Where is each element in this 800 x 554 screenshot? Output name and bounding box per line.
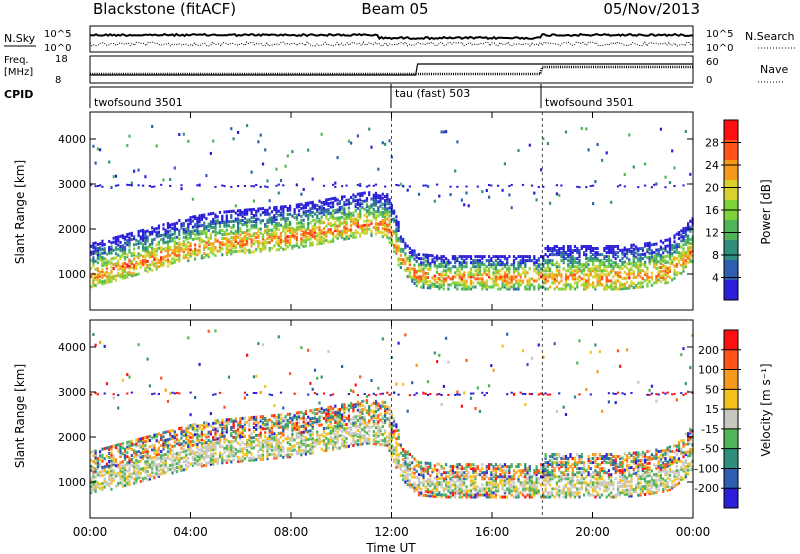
colorbar-tick-label: 200 [698, 344, 719, 357]
nsky-tick-top: 10^5 [44, 29, 71, 40]
time-tick-label: 00:00 [676, 525, 711, 539]
time-axis: 00:00 04:00 08:00 12:00 16:00 20:00 00:00 [73, 525, 711, 539]
time-tick-label: 00:00 [73, 525, 108, 539]
colorbar-swatch [724, 240, 738, 261]
beam-title: Beam 05 [361, 0, 428, 18]
power-ylabel: Slant Range [km] [13, 160, 27, 264]
y-tick-label: 1000 [58, 476, 86, 489]
colorbar-tick-label: -15 [701, 423, 719, 436]
cpid-segment-3: twofsound 3501 [545, 96, 634, 109]
freq-unit: [MHz] [4, 67, 33, 78]
colorbar-swatch [724, 220, 738, 241]
colorbar-swatch [724, 468, 738, 489]
velocity-ylabel: Slant Range [km] [13, 364, 27, 468]
nsky-panel [89, 25, 694, 53]
time-tick-label: 16:00 [475, 525, 510, 539]
nsearch-label: N.Search [745, 30, 795, 43]
cpid-segment-1: twofsound 3501 [94, 96, 183, 109]
y-tick-label: 2000 [58, 223, 86, 236]
time-tick-label: 04:00 [173, 525, 208, 539]
date-title: 05/Nov/2013 [603, 0, 700, 18]
colorbar-swatch [724, 409, 738, 430]
freq-tick-top: 18 [55, 54, 68, 65]
colorbar-tick-label: 24 [705, 159, 719, 172]
y-tick-label: 4000 [58, 341, 86, 354]
time-tick-label: 08:00 [274, 525, 309, 539]
station-title: Blackstone (fitACF) [93, 0, 236, 18]
colorbar-swatch [724, 330, 738, 351]
velocity-colorbar: 200 100 50 15 -15 -50 -100 -200 [694, 329, 741, 509]
time-axis-label: Time UT [365, 541, 416, 554]
colorbar-tick-label: 100 [698, 364, 719, 377]
time-tick-label: 20:00 [575, 525, 610, 539]
y-tick-label: 3000 [58, 178, 86, 191]
freq-tick-bottom: 8 [55, 75, 61, 86]
colorbar-tick-label: -100 [694, 462, 719, 475]
colorbar-swatch [724, 349, 738, 371]
y-tick-label: 4000 [58, 133, 86, 146]
colorbar-tick-label: 15 [705, 403, 719, 416]
freq-label: Freq. [4, 55, 29, 66]
colorbar-tick-label: 8 [712, 249, 719, 262]
colorbar-swatch [724, 260, 738, 281]
colorbar-swatch [724, 448, 738, 469]
nsky-trace [90, 32, 694, 41]
nave-trace [90, 65, 693, 76]
cpid-panel: twofsound 3501 tau (fast) 503 twofsound … [89, 84, 693, 109]
colorbar-tick-label: -200 [694, 482, 719, 495]
colorbar-swatch [724, 120, 738, 141]
colorbar-swatch [724, 180, 738, 201]
colorbar-swatch [724, 428, 738, 450]
nsearch-trace [89, 41, 694, 47]
colorbar-tick-label: -50 [701, 443, 719, 456]
y-tick-label: 2000 [58, 431, 86, 444]
nsearch-tick-top: 10^5 [706, 29, 733, 40]
nsky-label: N.Sky [4, 32, 36, 45]
colorbar-tick-label: 4 [712, 272, 719, 285]
y-tick-label: 1000 [58, 268, 86, 281]
velocity-colorbar-label: Velocity [m s⁻¹] [759, 363, 773, 456]
nsearch-tick-bottom: 10^0 [706, 43, 733, 54]
power-colorbar: 4 8 12 16 20 24 28 [705, 119, 741, 301]
colorbar-swatch [724, 389, 738, 410]
power-colorbar-label: Power [dB] [759, 179, 773, 244]
colorbar-tick-label: 12 [705, 227, 719, 240]
colorbar-swatch [724, 140, 738, 161]
colorbar-swatch [724, 488, 738, 509]
time-tick-label: 12:00 [374, 525, 409, 539]
colorbar-tick-label: 20 [705, 182, 719, 195]
cpid-segment-2: tau (fast) 503 [395, 87, 470, 100]
echo-cells [90, 124, 694, 291]
nave-label: Nave [760, 63, 788, 76]
colorbar-tick-label: 28 [705, 137, 719, 150]
colorbar-tick-label: 50 [705, 383, 719, 396]
nsky-tick-bottom: 10^0 [44, 43, 71, 54]
colorbar-tick-label: 16 [705, 204, 719, 217]
nave-tick-top: 60 [706, 57, 719, 68]
colorbar-frame [723, 329, 739, 509]
y-tick-label: 3000 [58, 386, 86, 399]
colorbar-swatch [724, 160, 738, 181]
nave-tick-bottom: 0 [706, 75, 712, 86]
velocity-panel: 1000 2000 3000 4000 [58, 319, 694, 519]
colorbar-swatch [724, 280, 738, 301]
cpid-label: CPID [4, 88, 33, 101]
echo-cells [90, 329, 694, 499]
colorbar-swatch [724, 369, 738, 390]
freq-panel [89, 55, 694, 84]
power-panel: 1000 2000 3000 4000 [58, 111, 694, 311]
